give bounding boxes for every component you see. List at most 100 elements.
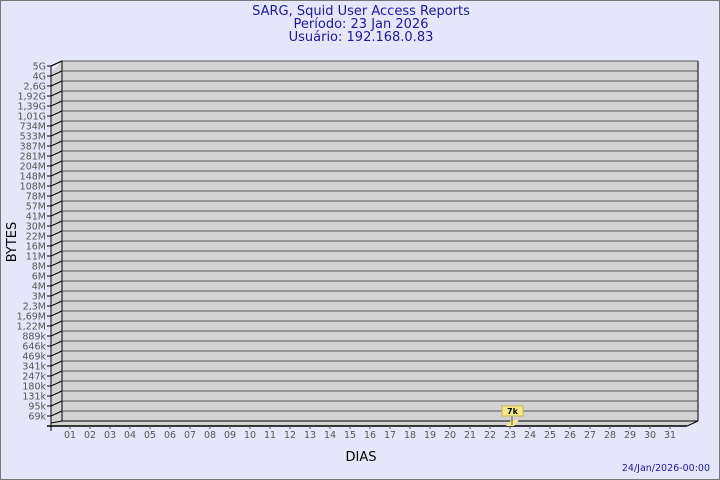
y-tick-label: 387M (20, 142, 46, 153)
y-tick-label: 533M (20, 132, 46, 143)
grid-diagonal (50, 100, 63, 107)
grid-diagonal (50, 370, 63, 377)
x-tick-label: 04 (124, 430, 136, 441)
y-tick-label: 30M (26, 222, 46, 233)
x-tick-label: 16 (364, 430, 376, 441)
y-tick-label: 180k (22, 382, 46, 393)
grid-diagonal (50, 140, 63, 147)
y-axis-label: BYTES (5, 222, 20, 263)
y-tick-label: 57M (26, 202, 46, 213)
grid-diagonal (50, 170, 63, 177)
grid-diagonal (50, 270, 63, 277)
x-tick-label: 08 (204, 430, 216, 441)
x-tick-label: 02 (84, 430, 96, 441)
x-tick-label: 17 (384, 430, 396, 441)
x-tick-label: 13 (304, 430, 316, 441)
grid-diagonal (50, 260, 63, 267)
y-tick-label: 4M (32, 282, 46, 293)
x-tick-label: 11 (264, 430, 276, 441)
y-tick-label: 204M (20, 162, 46, 173)
floor-side (50, 420, 63, 424)
y-tick-label: 247k (22, 372, 46, 383)
grid-diagonal (50, 250, 63, 257)
grid-diagonal (50, 190, 63, 197)
y-tick-label: 69k (28, 412, 46, 423)
x-tick-label: 15 (344, 430, 356, 441)
x-tick-label: 06 (164, 430, 176, 441)
x-tick-label: 07 (184, 430, 196, 441)
x-tick-label: 30 (644, 430, 656, 441)
grid-diagonal (50, 390, 63, 397)
y-tick-label: 78M (26, 192, 46, 203)
y-tick-label: 1,22M (17, 322, 46, 333)
y-tick-label: 4G (33, 72, 46, 83)
grid-diagonal (50, 350, 63, 357)
x-tick-label: 05 (144, 430, 156, 441)
x-tick-label: 20 (444, 430, 456, 441)
y-tick-label: 2,6G (24, 82, 46, 93)
y-tick-label: 108M (20, 182, 46, 193)
x-tick-label: 27 (584, 430, 596, 441)
y-tick-label: 1,69M (17, 312, 46, 323)
x-tick-label: 25 (544, 430, 556, 441)
x-tick-label: 10 (244, 430, 256, 441)
y-tick-label: 281M (20, 152, 46, 163)
grid-diagonal (50, 400, 63, 407)
grid-diagonal (50, 220, 63, 227)
x-tick-label: 23 (504, 430, 516, 441)
x-tick-label: 03 (104, 430, 116, 441)
y-tick-label: 341k (22, 362, 46, 373)
y-tick-label: 16M (26, 242, 46, 253)
y-tick-label: 41M (26, 212, 46, 223)
grid-diagonal (50, 320, 63, 327)
x-tick-label: 26 (564, 430, 576, 441)
y-tick-label: 148M (20, 172, 46, 183)
grid-diagonal (50, 60, 63, 67)
y-tick-label: 6M (32, 272, 46, 283)
y-tick-label: 1,92G (17, 92, 46, 103)
y-tick-label: 734M (20, 122, 46, 133)
y-tick-label: 1,01G (17, 112, 46, 123)
y-tick-label: 889k (22, 332, 46, 343)
x-tick-label: 29 (624, 430, 636, 441)
y-tick-label: 2,3M (23, 302, 46, 313)
y-tick-label: 469k (22, 352, 46, 363)
footer-timestamp: 24/Jan/2026-00:00 (622, 463, 710, 474)
x-tick-label: 19 (424, 430, 436, 441)
x-tick-label: 31 (664, 430, 676, 441)
x-tick-label: 09 (224, 430, 236, 441)
grid-diagonal (50, 310, 63, 317)
y-tick-label: 11M (26, 252, 46, 263)
grid-diagonal (50, 300, 63, 307)
grid-diagonal (50, 330, 63, 337)
grid-diagonal (50, 410, 63, 417)
x-tick-label: 24 (524, 430, 536, 441)
grid-diagonal (50, 340, 63, 347)
y-tick-label: 5G (33, 62, 46, 73)
grid-diagonal (50, 380, 63, 387)
y-tick-label: 8M (32, 262, 46, 273)
floor-back (62, 420, 699, 427)
grid-diagonal (50, 210, 63, 217)
x-tick-label: 14 (324, 430, 336, 441)
x-tick-label: 01 (64, 430, 76, 441)
data-label-box (501, 405, 524, 417)
y-tick-label: 95k (28, 402, 46, 413)
data-label: 7k (507, 407, 519, 416)
x-tick-label: 22 (484, 430, 496, 441)
grid-diagonal (50, 200, 63, 207)
grid-diagonal (50, 110, 63, 117)
grid-diagonal (50, 120, 63, 127)
x-tick-label: 21 (464, 430, 476, 441)
grid-diagonal (50, 280, 63, 287)
chart-subtitle-period: Período: 23 Jan 2026 (293, 17, 429, 32)
grid-diagonal (50, 160, 63, 167)
grid-diagonal (50, 230, 63, 237)
x-tick-label: 28 (604, 430, 616, 441)
grid-diagonal (50, 90, 63, 97)
x-axis-label: DIAS (346, 450, 377, 465)
chart-subtitle-user: Usuário: 192.168.0.83 (288, 30, 434, 45)
grid-diagonal (50, 180, 63, 187)
